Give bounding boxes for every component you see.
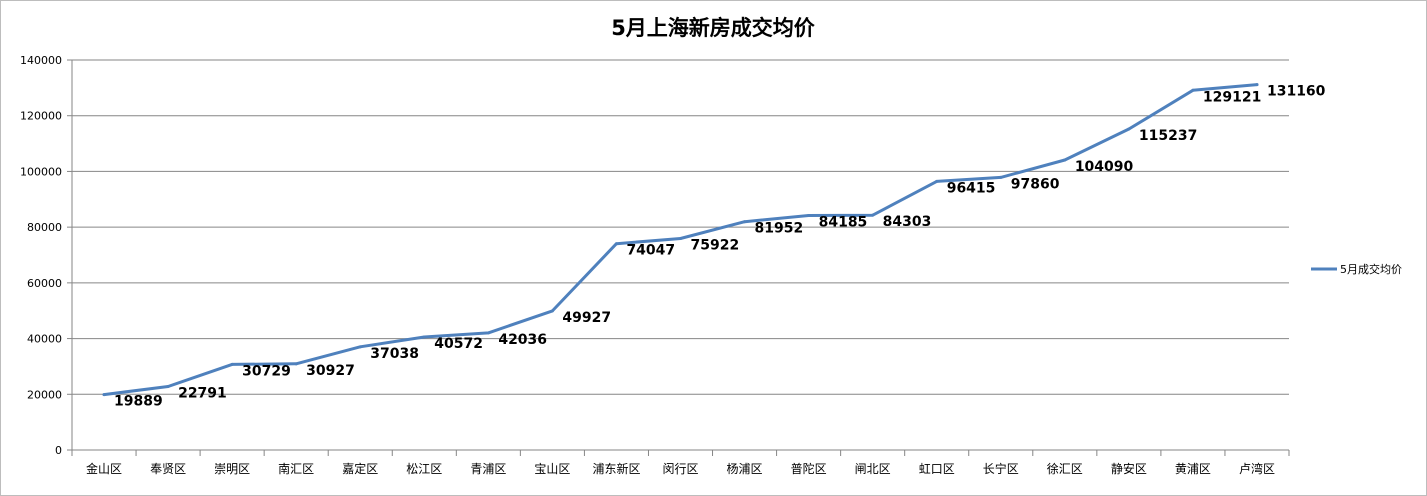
data-point <box>679 237 682 241</box>
x-tick-label: 浦东新区 <box>592 461 640 476</box>
data-label: 30927 <box>306 363 355 379</box>
x-tick-label: 卢湾区 <box>1239 461 1275 476</box>
data-point <box>422 335 426 339</box>
y-tick-label: 60000 <box>27 277 62 290</box>
data-point <box>1063 158 1067 162</box>
data-label: 74047 <box>626 243 675 259</box>
x-tick-label: 长宁区 <box>983 461 1019 476</box>
y-tick-label: 40000 <box>27 333 62 346</box>
data-label: 96415 <box>947 180 996 196</box>
data-label: 75922 <box>691 238 740 254</box>
data-point <box>807 213 811 217</box>
y-tick-label: 0 <box>55 444 62 457</box>
data-label: 22791 <box>178 386 227 402</box>
data-label: 49927 <box>562 310 611 326</box>
x-tick-label: 青浦区 <box>470 462 506 476</box>
data-label: 19889 <box>114 394 163 410</box>
x-tick-label: 嘉定区 <box>342 461 378 476</box>
data-point <box>486 331 490 335</box>
data-point <box>550 309 554 313</box>
y-tick-label: 80000 <box>27 221 62 234</box>
data-point <box>1191 88 1195 92</box>
x-tick-label: 普陀区 <box>791 461 827 476</box>
x-axis-ticks: 金山区 奉贤区 崇明区 南汇区 嘉定区 松江区 青浦区 宝山区 浦东新区 闵行区 杨浦区 普陀区 闸北区… <box>86 461 1275 476</box>
legend: 5月成交均价 <box>1311 262 1402 276</box>
x-tick-label: 黄浦区 <box>1175 462 1211 476</box>
data-labels: 19889 22791 30729 30927 37038 40572 42036 49927… <box>114 84 1326 410</box>
x-tick-label: 崇明区 <box>214 462 250 476</box>
x-tick-label: 金山区 <box>86 461 122 476</box>
y-tick-label: 140000 <box>20 54 62 67</box>
data-label: 97860 <box>1011 176 1060 192</box>
data-point <box>1255 83 1259 87</box>
chart-title: 5月上海新房成交均价 <box>611 16 816 40</box>
y-axis-ticks: 0 20000 40000 60000 80000 100000 120000 140000 <box>20 54 62 457</box>
data-label: 81952 <box>755 221 804 237</box>
data-label: 30729 <box>242 363 291 379</box>
x-tick-label: 静安区 <box>1111 461 1147 476</box>
data-point <box>999 175 1003 179</box>
data-point <box>1127 127 1131 131</box>
x-tick-label: 闸北区 <box>855 462 891 476</box>
axes <box>67 59 1290 456</box>
legend-label: 5月成交均价 <box>1340 262 1402 276</box>
y-tick-label: 100000 <box>20 165 62 178</box>
data-point <box>294 362 298 366</box>
data-label: 37038 <box>370 346 419 362</box>
x-tick-label: 虹口区 <box>919 462 955 476</box>
data-label: 115237 <box>1139 128 1197 144</box>
data-label: 84303 <box>883 214 932 230</box>
x-tick-label: 徐汇区 <box>1047 461 1083 476</box>
data-point <box>166 385 170 389</box>
data-point <box>871 213 875 217</box>
gridlines <box>72 59 1289 395</box>
x-tick-label: 杨浦区 <box>727 461 763 476</box>
data-point <box>358 345 362 349</box>
data-point <box>743 220 747 224</box>
x-tick-label: 南汇区 <box>278 461 314 476</box>
series-layer <box>102 83 1259 397</box>
data-label: 129121 <box>1203 89 1261 105</box>
data-point <box>935 179 939 183</box>
data-point <box>614 242 618 246</box>
data-label: 84185 <box>819 214 868 230</box>
data-point <box>102 393 106 397</box>
x-tick-label: 奉贤区 <box>150 462 186 476</box>
data-label: 131160 <box>1267 84 1326 100</box>
y-tick-label: 20000 <box>27 388 62 401</box>
data-label: 40572 <box>434 336 483 352</box>
x-tick-label: 闵行区 <box>662 461 698 476</box>
y-tick-label: 120000 <box>20 110 62 123</box>
data-label: 104090 <box>1075 159 1134 175</box>
data-point <box>230 362 234 366</box>
x-tick-label: 宝山区 <box>534 462 570 476</box>
data-label: 42036 <box>498 332 547 348</box>
x-tick-label: 松江区 <box>406 462 442 476</box>
